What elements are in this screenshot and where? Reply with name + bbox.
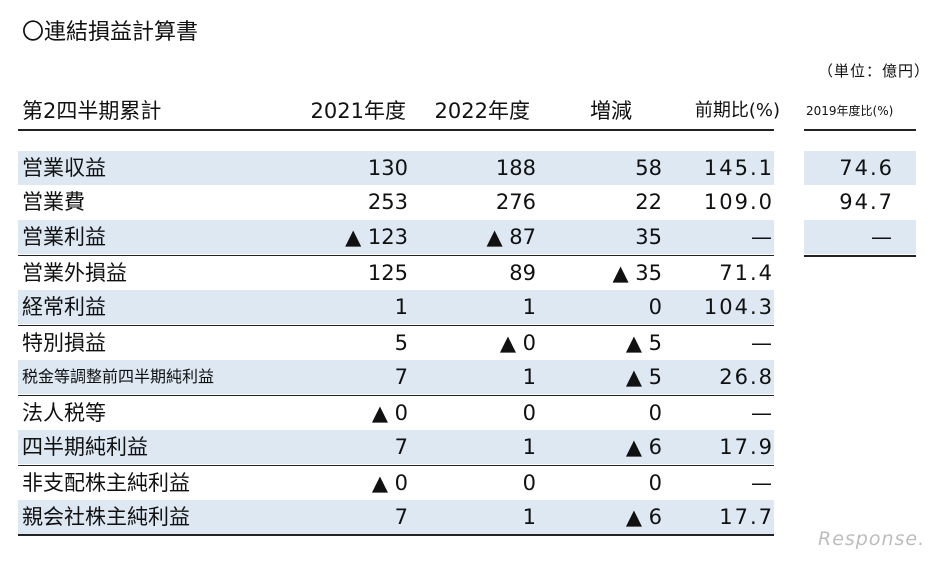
table-row: 営業外損益 125 89 ▲ 35 71.4 <box>18 255 774 290</box>
value-2021: 7 <box>394 505 408 529</box>
row-label: 特別損益 <box>22 331 106 355</box>
value-diff: 22 <box>635 190 662 214</box>
row-label: 親会社株主純利益 <box>22 505 190 529</box>
value-ratio: — <box>751 471 774 495</box>
value-ratio: — <box>751 331 774 355</box>
value-2022: 188 <box>495 156 536 180</box>
row-label: 営業収益 <box>22 156 106 180</box>
ratio-2019-cell: — <box>804 220 916 254</box>
value-ratio: 109.0 <box>703 190 774 214</box>
value-2021: 1 <box>394 295 408 319</box>
value-ratio: 17.9 <box>719 435 774 459</box>
value-ratio: 26.8 <box>719 365 774 389</box>
unit-label: （単位：億円） <box>818 62 931 80</box>
value-diff: ▲ 35 <box>612 261 662 285</box>
value-2021: ▲ 0 <box>371 401 408 425</box>
value-ratio: 104.3 <box>703 295 774 319</box>
table-row: 税金等調整前四半期純利益 7 1 ▲ 5 26.8 <box>18 360 774 394</box>
value-ratio: — <box>751 401 774 425</box>
table-row: 法人税等 ▲ 0 0 0 — <box>18 395 774 430</box>
header-2022: 2022年度 <box>434 99 530 123</box>
table-row: 特別損益 5 ▲ 0 ▲ 5 — <box>18 325 774 360</box>
table-row: 四半期純利益 7 1 ▲ 6 17.9 <box>18 430 774 464</box>
value-ratio: 71.4 <box>719 261 774 285</box>
row-label: 営業利益 <box>22 225 106 249</box>
row-label: 営業費 <box>22 190 85 214</box>
table-row: 非支配株主純利益 ▲ 0 0 0 — <box>18 465 774 500</box>
value-2021: 7 <box>394 435 408 459</box>
value-2022: 0 <box>522 401 536 425</box>
header-ratio: 前期比(%) <box>694 100 780 121</box>
value-diff: ▲ 5 <box>625 331 662 355</box>
value-diff: 0 <box>648 295 662 319</box>
value-diff: 35 <box>635 225 662 249</box>
value-2021: ▲ 123 <box>345 225 408 249</box>
ratio-2019-cell: 74.6 <box>804 151 916 185</box>
value-2021: 5 <box>394 331 408 355</box>
value-2021: 130 <box>367 156 408 180</box>
value-2022: 1 <box>522 365 536 389</box>
value-ratio: 145.1 <box>703 156 774 180</box>
value-ratio: 17.7 <box>719 505 774 529</box>
value-2022: 89 <box>509 261 536 285</box>
ratio-2019-cell: 94.7 <box>804 185 916 219</box>
header-2021: 2021年度 <box>310 99 406 123</box>
table-row: 営業費 253 276 22 109.0 <box>18 185 774 219</box>
row-label: 経常利益 <box>22 295 106 319</box>
table-row: 営業利益 ▲ 123 ▲ 87 35 — <box>18 220 774 254</box>
header-rule <box>18 129 774 131</box>
value-diff: 58 <box>635 156 662 180</box>
value-diff: ▲ 5 <box>625 365 662 389</box>
ratio-2019-bottom-rule <box>804 255 916 257</box>
value-diff: ▲ 6 <box>625 435 662 459</box>
row-label: 税金等調整前四半期純利益 <box>22 367 215 386</box>
header-rule-2019 <box>804 129 916 131</box>
value-2021: 125 <box>367 261 408 285</box>
table-row: 営業収益 130 188 58 145.1 <box>18 151 774 185</box>
header-ratio-2019: 2019年度比(%) <box>806 104 894 118</box>
value-2021: 253 <box>367 190 408 214</box>
row-label: 非支配株主純利益 <box>22 471 190 495</box>
value-2021: 7 <box>394 365 408 389</box>
page-title: 〇連結損益計算書 <box>22 20 199 45</box>
value-diff: ▲ 6 <box>625 505 662 529</box>
row-label: 営業外損益 <box>22 261 127 285</box>
row-label: 四半期純利益 <box>22 435 148 459</box>
value-2022: 0 <box>522 471 536 495</box>
ratio-2019-value: — <box>871 225 894 249</box>
header-diff: 増減 <box>590 99 632 123</box>
row-label: 法人税等 <box>22 401 106 425</box>
value-ratio: — <box>751 225 774 249</box>
table-row: 親会社株主純利益 7 1 ▲ 6 17.7 <box>18 500 774 534</box>
value-2022: ▲ 87 <box>486 225 536 249</box>
value-diff: 0 <box>648 471 662 495</box>
ratio-2019-value: 94.7 <box>839 190 894 214</box>
table-row: 経常利益 1 1 0 104.3 <box>18 290 774 324</box>
value-2022: 276 <box>495 190 536 214</box>
value-2021: ▲ 0 <box>371 471 408 495</box>
header-label: 第2四半期累計 <box>22 99 162 123</box>
table-bottom-rule <box>18 534 774 536</box>
value-2022: 1 <box>522 295 536 319</box>
value-2022: 1 <box>522 505 536 529</box>
response-logo: Response. <box>818 528 926 550</box>
ratio-2019-value: 74.6 <box>839 156 894 180</box>
value-2022: 1 <box>522 435 536 459</box>
value-2022: ▲ 0 <box>499 331 536 355</box>
value-diff: 0 <box>648 401 662 425</box>
